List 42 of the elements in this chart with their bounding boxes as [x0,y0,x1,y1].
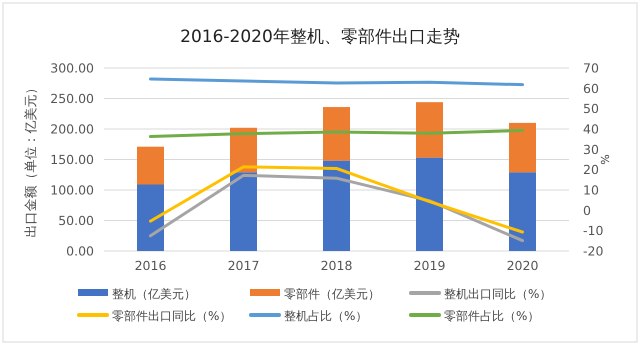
legend-label: 零部件占比（%） [444,309,540,323]
bar [323,107,350,161]
y-tick-label: 0.00 [66,244,94,258]
y2-axis-title: % [598,154,611,165]
bar [137,184,164,251]
legend-label: 整机占比（%） [284,309,368,323]
line-series [149,128,524,138]
y2-tick-label: -20 [583,244,604,258]
y2-tick-label: 40 [583,122,599,136]
bar [416,102,443,158]
bar [137,146,164,185]
bar [416,158,443,251]
x-tick-label: 2016 [134,258,166,273]
bar [323,160,350,251]
line-series [149,165,524,234]
y2-tick-label: 60 [583,80,599,96]
x-tick-label: 2017 [228,258,260,273]
y2-tick-label: 70 [583,60,599,76]
bar [230,172,257,251]
x-tick-label: 2020 [506,258,538,273]
y2-tick-label: 10 [583,182,599,198]
x-tick-label: 2019 [414,258,446,273]
y2-tick-label: 30 [583,142,599,157]
y-tick-label: 50.00 [58,213,94,228]
y-tick-label: 250.00 [50,91,94,106]
x-tick-label: 2018 [320,258,352,273]
y-tick-label: 300.00 [50,60,94,76]
bar [509,122,536,172]
legend-label: 整机（亿美元） [112,287,196,301]
legend-label: 零部件（亿美元） [284,287,380,301]
y-axis-title: 出口金额（单位：亿美元） [23,82,39,238]
y-tick-label: 100.00 [50,182,94,198]
legend-label: 零部件出口同比（%） [112,309,232,323]
y2-tick-label: -10 [583,223,604,238]
y-tick-label: 200.00 [50,122,94,136]
bar [509,172,536,251]
y2-tick-label: 20 [583,162,599,178]
y-tick-label: 150.00 [50,152,94,167]
y2-tick-label: 0 [583,202,591,218]
legend-label: 整机出口同比（%） [444,287,552,301]
y2-tick-label: 50 [583,101,599,116]
chart-title: 2016-2020年整机、零部件出口走势 [180,27,460,47]
